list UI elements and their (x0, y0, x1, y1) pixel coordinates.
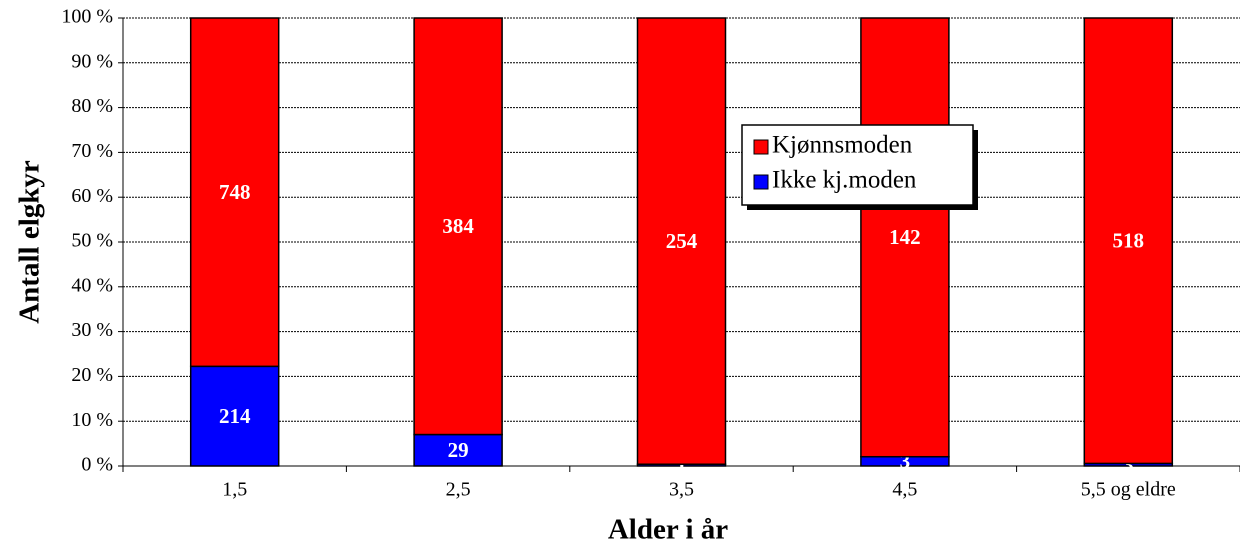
x-tick-label: 2,5 (446, 479, 471, 501)
bar-segment (413, 17, 503, 436)
data-label: 748 (219, 180, 251, 204)
legend-box (741, 124, 974, 206)
y-tick-label: 90 % (71, 50, 113, 72)
y-tick-label: 30 % (71, 319, 113, 341)
y-tick-label: 60 % (71, 185, 113, 207)
data-label: 518 (1113, 229, 1145, 253)
y-tick-label: 20 % (71, 364, 113, 386)
x-tick-label: 5,5 og eldre (1081, 479, 1176, 501)
y-tick-label: 70 % (71, 140, 113, 162)
bar-segment (860, 17, 950, 458)
data-label: 214 (219, 404, 251, 428)
data-label: 3 (900, 449, 911, 473)
bar-segment (189, 365, 280, 467)
legend-label: Ikke kj.moden (772, 167, 917, 194)
y-tick-label: 100 % (61, 6, 113, 28)
data-label: 142 (889, 225, 921, 249)
x-tick-label: 4,5 (892, 479, 917, 501)
data-label: 384 (442, 214, 474, 238)
x-tick-label: 1,5 (222, 479, 247, 501)
y-tick-label: 40 % (71, 274, 113, 296)
y-tick-label: 10 % (71, 409, 113, 431)
legend-swatch (753, 139, 769, 155)
y-tick-label: 0 % (81, 454, 113, 476)
data-label: 3 (1123, 453, 1134, 477)
bar-segment (189, 17, 280, 368)
data-label: 254 (666, 229, 698, 253)
y-tick-label: 80 % (71, 95, 113, 117)
bar-segment (413, 433, 503, 467)
y-tick-label: 50 % (71, 230, 113, 252)
x-tick-label: 3,5 (669, 479, 694, 501)
legend-label: Kjønnsmoden (772, 132, 913, 159)
legend-swatch (753, 174, 769, 190)
x-axis-title: Alder i år (608, 514, 728, 546)
data-label: 29 (448, 438, 469, 462)
bar-segment (1083, 17, 1174, 465)
y-axis-title: Antall elgkyr (14, 160, 46, 324)
bar-segment (636, 17, 727, 465)
